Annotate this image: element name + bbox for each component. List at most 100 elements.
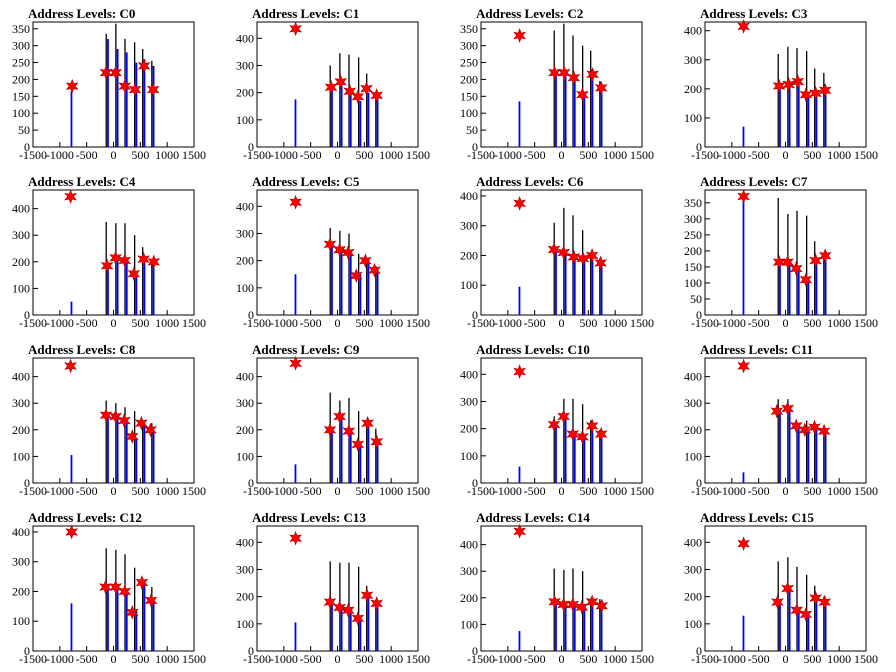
black-bar [796,210,798,315]
blue-bar [564,416,567,483]
x-tick-label: 1000 [603,316,627,330]
blue-bar [555,601,557,651]
chart-svg: Address Levels: C15 0 100 200 300 400 -1500-10… [684,510,878,666]
blue-bar [807,429,810,483]
black-bar [329,228,331,315]
y-tick-label: 300 [12,555,30,569]
star-marker [289,21,303,37]
x-tick-label: -1000 [494,316,522,330]
x-tick-label: 500 [803,148,821,162]
blue-bar [779,262,781,315]
star-marker [809,590,822,606]
chart-panel: Address Levels: C8 0 100 200 300 400 -1500 -100… [0,336,224,504]
y-tick-label: 100 [236,113,254,127]
star-marker [818,248,832,264]
y-tick-label: 0 [24,476,30,490]
star-marker [100,258,114,274]
x-tick-label: 500 [131,148,149,162]
chart-title: Address Levels: C15 [700,510,814,525]
blue-bar [591,425,594,483]
blue-bar [125,591,128,651]
y-tick-label: 200 [460,248,478,262]
y-tick-label: 200 [236,254,254,268]
blue-bar [359,100,362,147]
star-marker [566,426,580,442]
black-bar [590,50,592,147]
blue-bar [824,257,827,315]
x-tick-label: 1500 [406,484,430,498]
star-marker [772,254,786,270]
x-tick-label: 1500 [406,316,430,330]
black-bar [796,427,798,483]
x-tick-label: -1500 [691,148,719,162]
blue-bar [152,65,155,147]
plot-frame [32,189,195,316]
star-marker [127,266,141,282]
x-tick-label: 1500 [406,652,430,666]
black-bar [339,230,341,315]
black-bar [553,416,555,483]
x-tick-label: 1500 [854,316,878,330]
star-marker [513,196,527,211]
black-bar [572,215,574,315]
y-tick-label: 300 [236,226,254,240]
x-tick-label: -500 [300,148,322,162]
x-tick-label: 500 [579,148,597,162]
star-marker [809,85,822,101]
x-tick-label: 1500 [630,652,654,666]
star-marker [323,236,337,252]
x-tick-label: -1000 [46,652,74,666]
y-tick-label: 100 [460,617,478,631]
black-bar [599,258,601,315]
y-tick-label: 100 [236,449,254,463]
black-bar [142,49,144,148]
chart-title: Address Levels: C14 [476,510,590,525]
black-bar [599,599,601,651]
chart-panel: Address Levels: C14 0 100 200 300 400 -1500 -10… [448,504,672,672]
star-marker [809,253,822,268]
y-tick-label: 400 [12,525,30,539]
chart-panel: Address Levels: C11 0 100 200 300 400 -1500 -10… [672,336,896,504]
chart-svg: Address Levels: C5 0 100 200 300 400 -1500-100… [236,174,430,330]
chart-svg: Address Levels: C9 0 100 200 300 400 -1500-100… [236,342,430,498]
blue-bar [591,255,594,315]
y-tick-label: 300 [684,562,702,576]
x-tick-label: -1000 [494,484,522,498]
star-marker [118,584,132,599]
chart-svg: Address Levels: C14 0 100 200 300 400 -1500-10… [460,510,654,666]
star-marker [109,409,123,424]
chart-panel: Address Levels: C13 0 100 200 300 400 -1500 -10… [224,504,448,672]
x-tick-label: -1500 [19,316,47,330]
star-marker [557,409,571,424]
x-tick-label: 500 [579,316,597,330]
blue-bar [807,97,810,147]
blue-bar [815,94,818,147]
x-tick-label: -1500 [19,652,47,666]
y-tick-label: 350 [684,196,702,210]
x-tick-label: -1000 [718,148,746,162]
black-bar [339,400,341,483]
blue-bar [779,87,781,147]
black-bar [553,30,555,147]
star-marker [360,587,374,603]
y-tick-label: 300 [460,39,478,53]
blue-bar [143,424,146,483]
star-marker [789,418,803,434]
star-marker [585,248,599,263]
chart-svg: Address Levels: C13 0 100 200 300 400 -1500-10… [236,510,430,666]
blue-bar [135,610,138,651]
black-bar [814,585,816,651]
x-tick-label: -500 [748,148,770,162]
x-tick-label: -1000 [270,484,298,498]
x-tick-label: 0 [783,652,789,666]
star-marker [343,83,357,99]
black-bar [358,566,360,651]
blue-bar [583,436,586,483]
blue-bar [107,416,109,483]
star-marker [789,261,803,276]
chart-title: Address Levels: C8 [28,342,136,357]
y-tick-label: 100 [684,449,702,463]
star-marker [781,581,795,596]
x-tick-label: 1500 [182,484,206,498]
star-marker [118,253,132,268]
